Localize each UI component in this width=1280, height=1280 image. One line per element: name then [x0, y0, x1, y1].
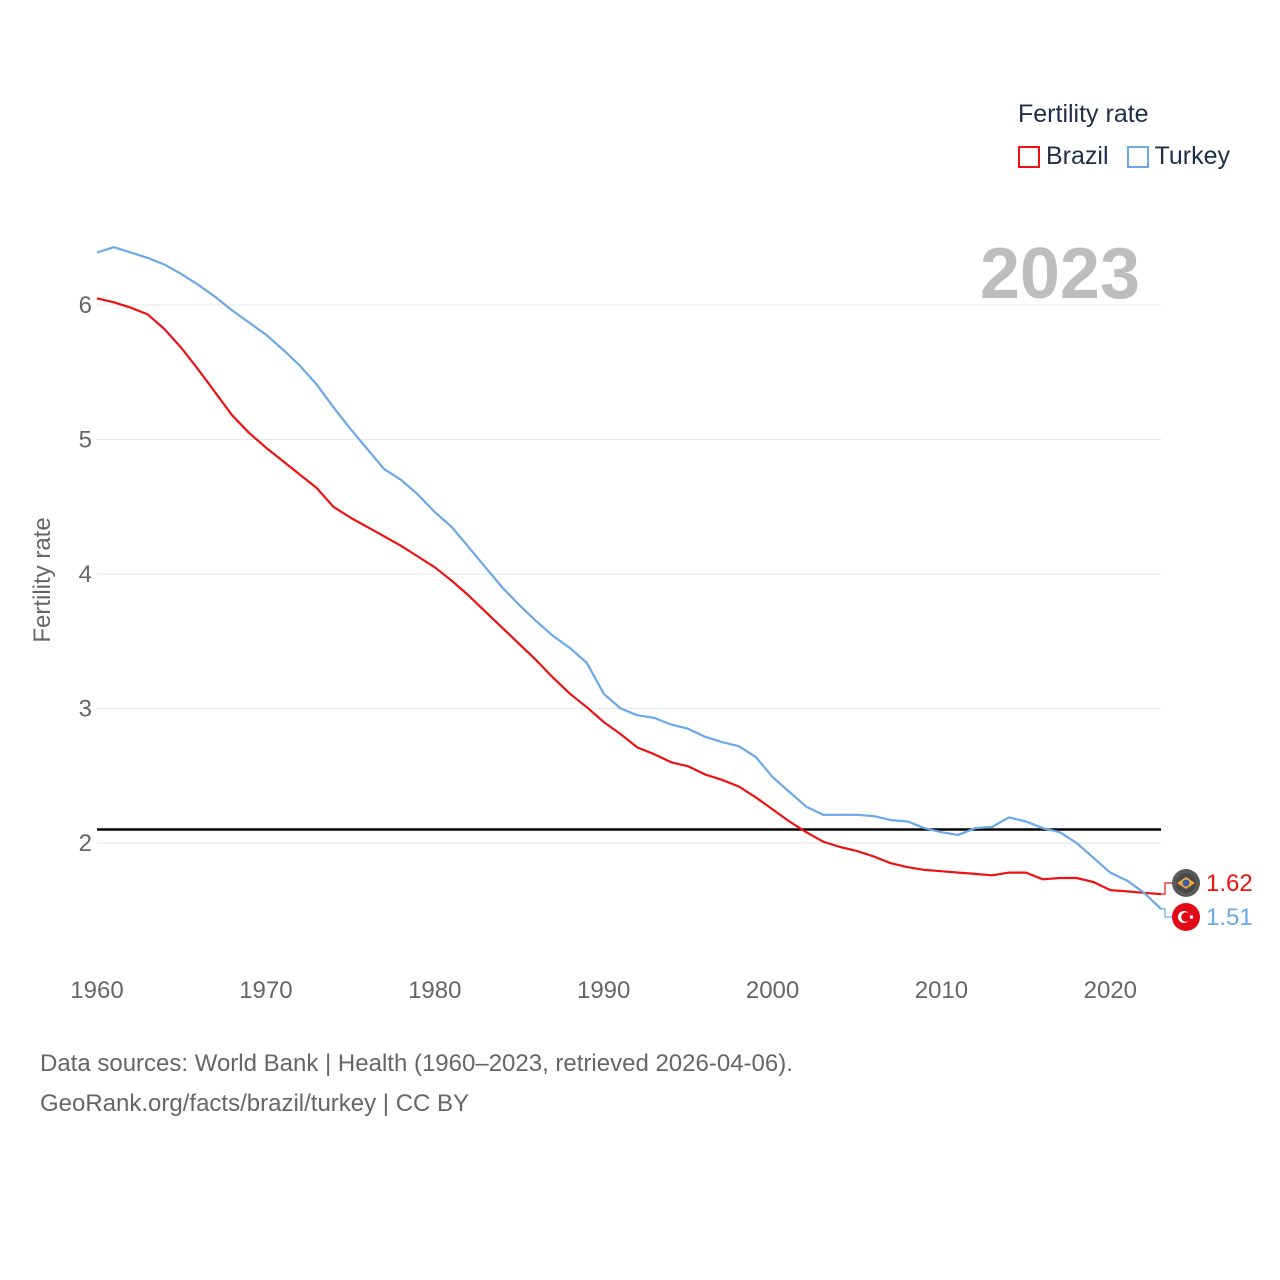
legend-label-turkey: Turkey [1154, 142, 1230, 170]
y-tick-label: 4 [79, 561, 92, 588]
legend-swatch-turkey [1126, 145, 1149, 168]
y-axis-label: Fertility rate [29, 517, 56, 642]
y-tick-label: 2 [79, 830, 92, 857]
footer-sources: Data sources: World Bank | Health (1960–… [40, 1050, 793, 1077]
x-tick-label: 1980 [408, 977, 461, 1004]
y-tick-label: 6 [79, 292, 92, 319]
end-connector-turkey [1161, 908, 1173, 918]
footer-attribution[interactable]: GeoRank.org/facts/brazil/turkey | CC BY [40, 1090, 470, 1117]
year-badge: 2023 [980, 234, 1140, 314]
series-line-turkey[interactable] [96, 246, 1162, 910]
legend-title: Fertility rate [1018, 100, 1149, 128]
footer: Data sources: World Bank | Health (1960–… [40, 1044, 793, 1124]
y-tick-label: 3 [79, 696, 92, 723]
series-lines [96, 246, 1162, 910]
x-tick-label: 1970 [239, 977, 292, 1004]
legend-item-turkey[interactable]: Turkey [1126, 142, 1230, 171]
series-line-brazil[interactable] [96, 297, 1162, 896]
turkey-flag-icon [1172, 903, 1200, 931]
end-value-label-brazil: 1.62 [1206, 870, 1253, 897]
x-tick-label: 2000 [746, 977, 799, 1004]
legend-label-brazil: Brazil [1046, 142, 1109, 170]
legend: Brazil Turkey [1018, 142, 1248, 171]
brazil-flag-icon [1172, 869, 1200, 897]
legend-swatch-brazil [1018, 145, 1040, 168]
end-connector-brazil [1161, 882, 1173, 895]
end-markers: 1.62 1.51 [1161, 869, 1253, 931]
x-tick-label: 1990 [577, 977, 630, 1004]
x-tick-label: 2020 [1084, 977, 1137, 1004]
y-axis-ticks: 2 3 4 5 6 [79, 292, 92, 857]
end-value-label-turkey: 1.51 [1206, 904, 1253, 931]
legend-item-brazil[interactable]: Brazil [1018, 142, 1109, 171]
x-axis-ticks: 1960 1970 1980 1990 2000 2010 2020 [70, 977, 1137, 1004]
y-tick-label: 5 [79, 427, 92, 454]
x-tick-label: 2010 [915, 977, 968, 1004]
x-tick-label: 1960 [70, 977, 123, 1004]
grid-lines [97, 304, 1161, 844]
